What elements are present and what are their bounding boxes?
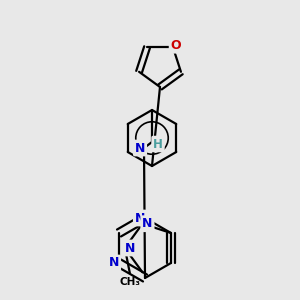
Text: N: N (135, 142, 145, 154)
Text: O: O (171, 39, 181, 52)
Text: CH₃: CH₃ (119, 277, 140, 287)
Text: N: N (109, 256, 119, 269)
Text: H: H (153, 137, 163, 151)
Text: N: N (135, 212, 145, 224)
Text: N: N (124, 242, 135, 254)
Text: N: N (142, 217, 153, 230)
